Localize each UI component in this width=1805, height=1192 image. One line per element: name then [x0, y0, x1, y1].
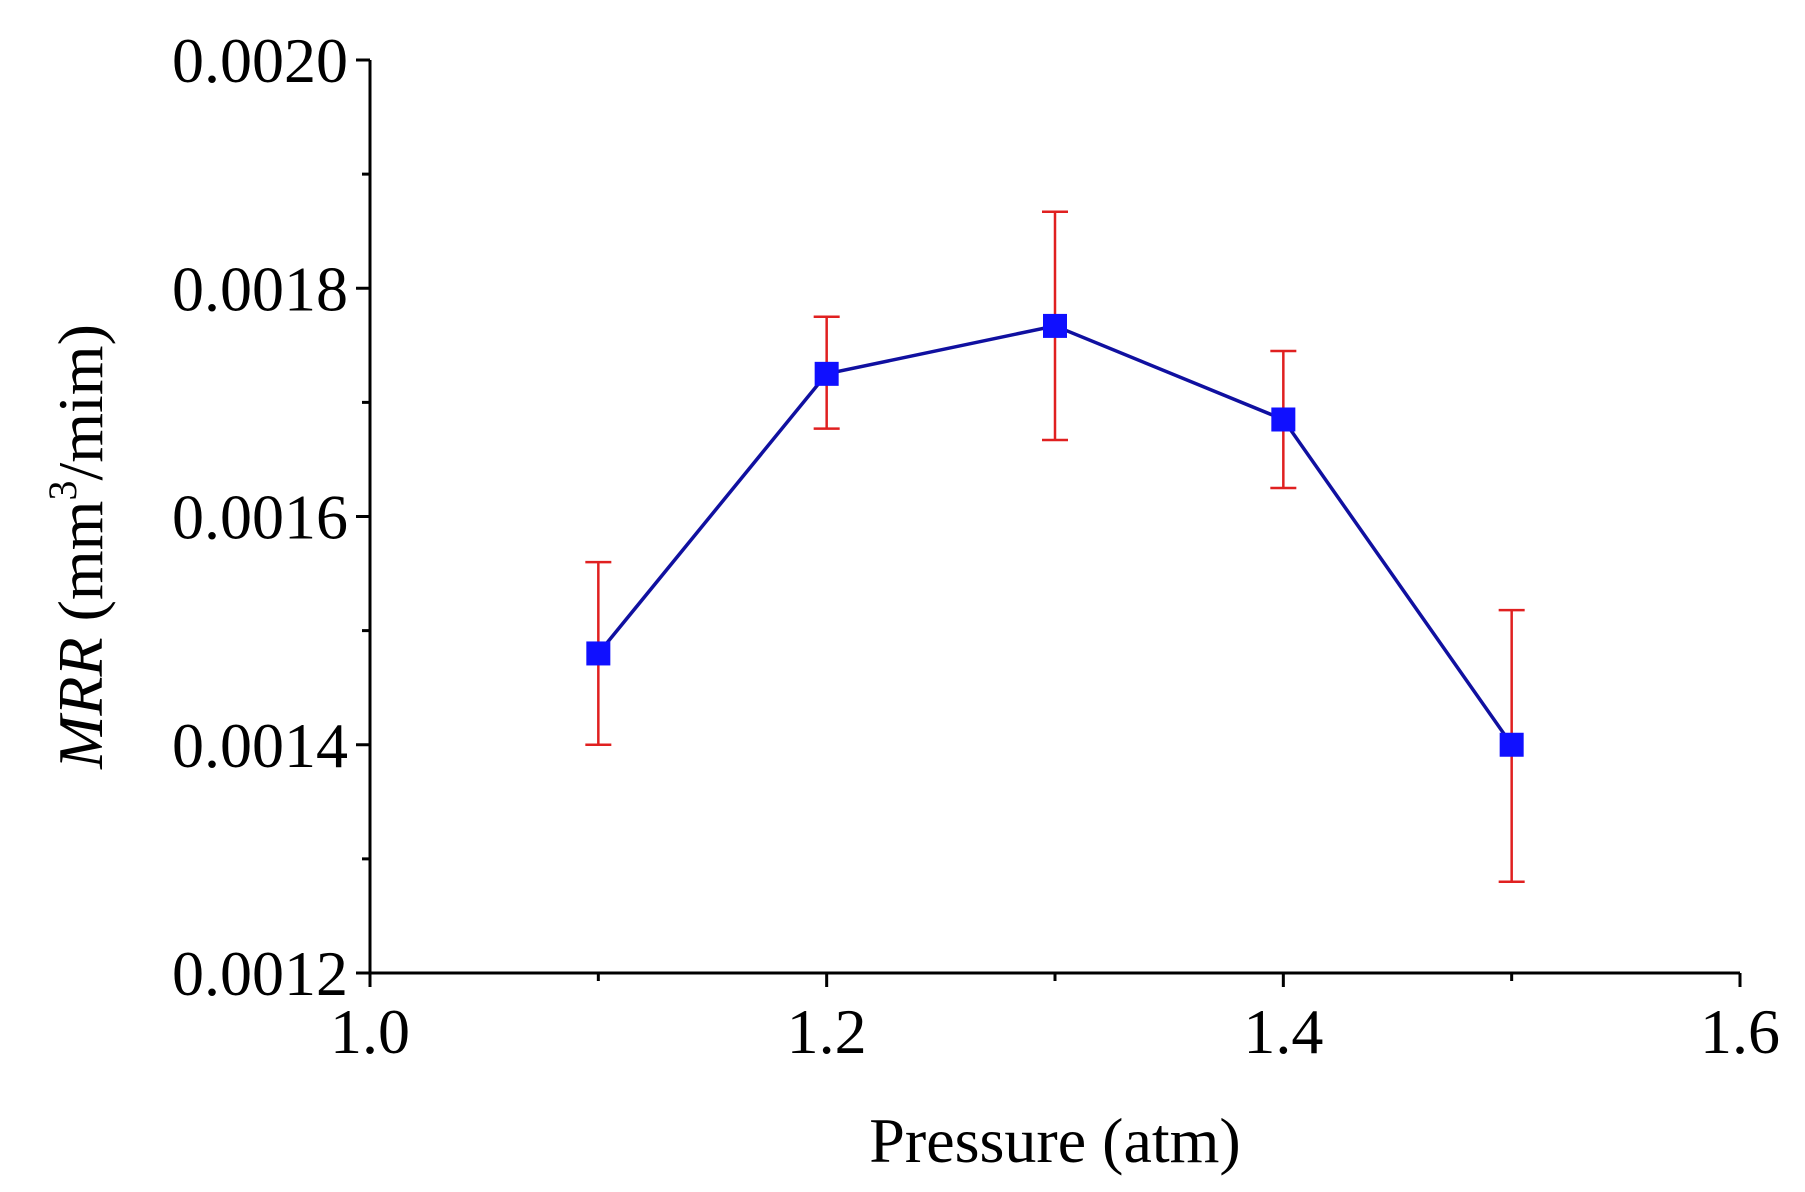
y-axis-title-unit-prefix: (mm	[45, 501, 116, 638]
data-point	[1499, 732, 1524, 757]
y-axis-title: MRR (mm3/mim)	[40, 324, 116, 770]
axes	[368, 60, 1740, 975]
tick-labels: 0.0012 0.0014 0.0016 0.0018 0.0020 1.0 1.2 1.4 1…	[172, 25, 1780, 1067]
ticks	[356, 58, 1742, 987]
data-point	[814, 361, 839, 386]
data-point	[1043, 313, 1067, 338]
y-tick-label: 0.0014	[172, 710, 348, 781]
data-point	[1271, 407, 1296, 432]
x-axis-title: Pressure (atm)	[869, 1105, 1240, 1176]
y-tick-label: 0.0012	[172, 938, 348, 1009]
y-axis-title-italic: MRR	[45, 637, 116, 770]
x-tick-label: 1.0	[330, 996, 410, 1067]
y-tick-label: 0.0020	[172, 25, 348, 96]
y-axis-title-unit-suffix: /mim)	[45, 324, 116, 480]
series	[585, 210, 1525, 883]
x-tick-label: 1.4	[1243, 996, 1323, 1067]
y-axis-title-superscript: 3	[40, 481, 85, 501]
x-tick-label: 1.6	[1700, 996, 1780, 1067]
y-tick-label: 0.0016	[172, 482, 348, 553]
y-tick-label: 0.0018	[172, 253, 348, 324]
x-tick-label: 1.2	[787, 996, 867, 1067]
data-point	[586, 641, 611, 666]
